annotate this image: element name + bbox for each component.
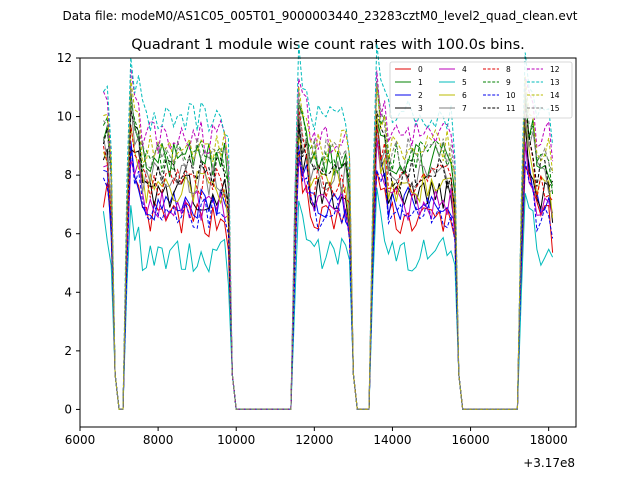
- legend-label-8: 8: [506, 65, 511, 74]
- x-tick-label: 10000: [217, 433, 255, 447]
- legend-label-0: 0: [418, 65, 423, 74]
- x-tick-label: 12000: [295, 433, 333, 447]
- y-tick-label: 4: [64, 285, 72, 299]
- x-offset-label: +3.17e8: [523, 456, 575, 470]
- legend-label-9: 9: [506, 78, 511, 87]
- legend-label-3: 3: [418, 104, 423, 113]
- legend-label-13: 13: [550, 78, 560, 87]
- series-line-9: [102, 83, 554, 410]
- legend-label-5: 5: [462, 78, 467, 87]
- x-tick-label: 8000: [143, 433, 174, 447]
- legend-label-12: 12: [550, 65, 560, 74]
- legend-label-7: 7: [462, 104, 467, 113]
- legend-label-10: 10: [506, 91, 516, 100]
- x-tick-label: 14000: [373, 433, 411, 447]
- series-line-12: [102, 68, 554, 410]
- series-line-0: [102, 145, 554, 410]
- legend-label-2: 2: [418, 91, 423, 100]
- series-line-8: [102, 105, 554, 410]
- y-tick-label: 12: [57, 51, 72, 65]
- series-line-15: [103, 81, 554, 410]
- y-tick-label: 0: [64, 402, 72, 416]
- x-tick-label: 18000: [530, 433, 568, 447]
- series-line-2: [103, 138, 554, 410]
- chart-title: Quadrant 1 module wise count rates with …: [131, 37, 525, 53]
- axes-frame: [79, 57, 577, 428]
- legend-label-11: 11: [506, 104, 516, 113]
- series-line-10: [102, 144, 554, 410]
- series-line-4: [103, 137, 554, 410]
- legend-label-6: 6: [462, 91, 467, 100]
- series-line-5: [102, 187, 554, 410]
- legend-label-4: 4: [462, 65, 467, 74]
- x-tick-label: 16000: [451, 433, 489, 447]
- legend-box: [389, 61, 573, 119]
- legend-label-15: 15: [550, 104, 560, 113]
- legend-label-14: 14: [550, 91, 560, 100]
- ticks-layer: 6000 8000 10000 12000 14000 16000 180000246810…: [57, 51, 568, 447]
- x-tick-label: 6000: [65, 433, 96, 447]
- y-tick-label: 6: [64, 227, 72, 241]
- y-tick-label: 8: [64, 168, 72, 182]
- series-line-14: [103, 76, 554, 410]
- y-tick-label: 10: [57, 110, 72, 124]
- series-layer: [102, 43, 554, 410]
- y-tick-label: 2: [64, 344, 72, 358]
- chart-suptitle: Data file: modeM0/AS1C05_005T01_90000034…: [62, 9, 577, 23]
- legend-label-1: 1: [418, 78, 423, 87]
